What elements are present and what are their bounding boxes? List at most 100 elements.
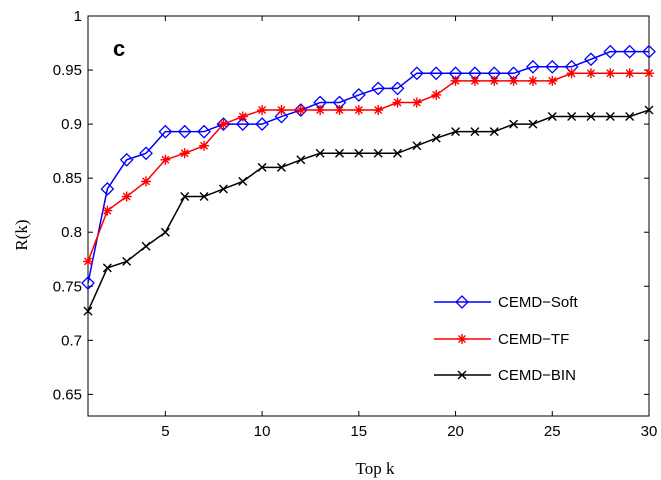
data-point [371,81,386,96]
data-point [508,75,519,86]
data-point [469,75,480,86]
data-point [547,112,557,122]
data-point [545,59,560,74]
data-point [100,182,115,196]
series-line [87,109,650,312]
legend-entry: CEMD−TF [434,331,569,348]
plot-frame [87,15,650,417]
data-point [102,205,113,216]
legend: CEMD−Soft CEMD−TF CEMD−BIN [434,294,578,384]
data-point [373,148,383,158]
data-point [180,192,190,202]
x-tick-label: 15 [350,423,367,440]
data-point [139,146,153,161]
legend-marker [455,295,469,309]
data-point [218,184,228,194]
legend-entry: CEMD−BIN [434,367,576,384]
data-point [238,176,248,186]
data-point [644,105,654,115]
plot-area: 5 10 15 20 25 30 0.65 0.7 0.75 0.8 0.85 0.9 0.95 1 [53,8,658,440]
x-tick-label: 5 [161,423,169,440]
data-point [373,105,384,116]
data-point [237,111,248,122]
data-point [431,89,442,100]
data-point [526,59,540,74]
data-point [218,119,229,130]
data-point [586,112,596,122]
data-point [160,154,171,165]
legend-label: CEMD−TF [498,331,569,348]
data-point [296,155,306,165]
data-point [642,44,656,59]
data-point [354,148,364,158]
data-point [293,103,308,117]
legend-marker [457,334,467,344]
x-tick-label: 20 [447,423,464,440]
data-point [489,75,500,86]
data-point [334,148,344,158]
data-point [585,68,596,79]
data-point [451,127,461,137]
y-tick-label: 0.65 [53,386,82,403]
series-line [87,72,649,262]
data-point [390,81,405,96]
data-point [177,124,192,139]
data-point [603,44,618,59]
data-point [429,66,444,81]
data-point [584,52,598,67]
data-point [141,241,151,251]
data-point [141,176,152,187]
data-point [509,119,519,129]
data-point [199,192,209,202]
legend-label: CEMD−Soft [498,294,578,311]
data-point [351,87,366,102]
y-tick-label: 0.7 [61,332,82,349]
y-tick-label: 0.75 [53,278,82,295]
data-point [567,112,577,122]
data-point [334,105,345,116]
data-point [197,124,211,139]
data-point [83,306,93,316]
legend-marker [457,370,467,380]
data-point [257,162,267,172]
data-point [625,112,635,122]
y-axis-label: R(k) [12,219,31,250]
y-tick-label: 0.95 [53,62,82,79]
data-point [122,256,132,266]
data-point [450,75,461,86]
y-tick-label: 0.9 [61,116,82,133]
legend-label: CEMD−BIN [498,367,576,384]
data-point [121,191,132,202]
data-point [392,97,403,108]
data-point [81,276,95,290]
data-point [566,68,577,79]
data-point [274,109,289,124]
data-point [412,141,422,151]
data-point [257,105,268,116]
data-point [276,105,287,116]
data-point [199,140,210,151]
data-point [547,75,558,86]
data-point [528,119,538,129]
data-point [393,148,403,158]
data-point [624,68,635,79]
data-point [158,124,173,139]
data-point [179,148,190,159]
data-point [83,256,93,267]
data-point [235,117,250,132]
data-point [431,133,441,143]
data-point [255,117,270,132]
y-tick-label: 0.85 [53,170,82,187]
data-point [470,127,480,137]
data-point [489,127,499,137]
data-point [102,263,112,273]
data-point [605,68,616,79]
x-tick-label: 25 [544,423,561,440]
panel-label: c [113,36,125,61]
x-tick-label: 10 [254,423,271,440]
data-point [527,75,538,86]
x-tick-label: 30 [641,423,658,440]
series-cross [83,105,654,316]
data-point [295,105,306,116]
